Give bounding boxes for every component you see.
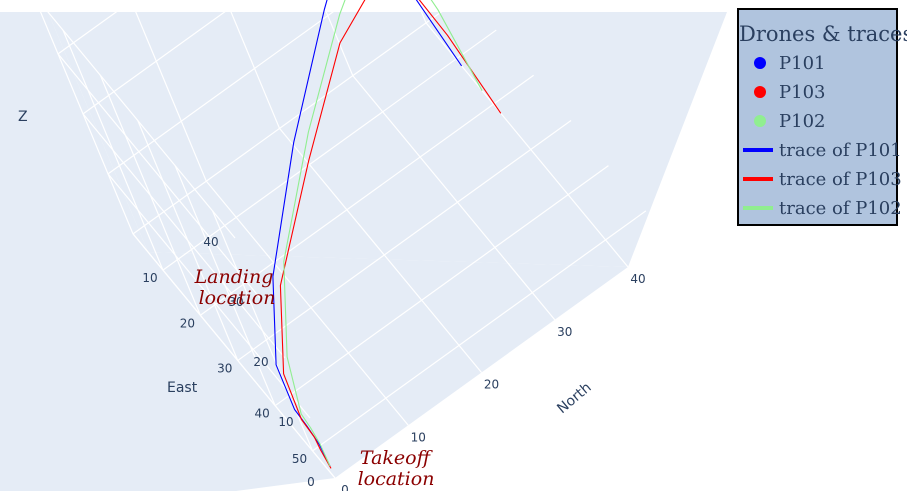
grid-line-z-east-wall — [37, 0, 236, 239]
legend-line-symbol — [739, 165, 779, 194]
grid-line-east-floor — [162, 29, 497, 271]
grid-line-north-floor — [279, 128, 482, 373]
grid-lines — [34, 0, 647, 479]
series-line-trace-of-p101[interactable] — [272, 0, 466, 467]
grid-line-z-north-wall — [132, 0, 459, 235]
series-line-trace-of-p102[interactable] — [283, 0, 483, 467]
grid-line-north-wall — [34, 0, 134, 235]
legend-marker-symbol — [739, 107, 779, 136]
legend-item-p101[interactable]: P101 — [739, 49, 896, 78]
annotation-landing-line2: location — [199, 287, 276, 309]
legend-items: P101 P103 P102 trace of P101 trace of P103 tr… — [739, 49, 902, 223]
annotation-takeoff-line1: Takeoff — [360, 447, 434, 469]
legend-item-label: trace of P103 — [779, 169, 902, 190]
grid-line-east-floor — [237, 119, 572, 361]
legend-item-trace-of-p102[interactable]: trace of P102 — [739, 194, 902, 223]
tick-label-north: 30 — [557, 325, 572, 339]
legend-item-p102[interactable]: P102 — [739, 107, 896, 136]
legend-marker-symbol — [739, 78, 779, 107]
legend-item-trace-of-p101[interactable]: trace of P101 — [739, 136, 902, 165]
legend-item-label: P103 — [779, 82, 826, 103]
trace-lines — [272, 0, 502, 469]
tick-label-z: 0 — [307, 475, 315, 489]
grid-line-east-floor — [200, 74, 534, 316]
plane-east-z — [0, 12, 335, 491]
tick-label-east: 20 — [180, 316, 195, 330]
grid-line-z-east-wall — [82, 113, 286, 359]
grid-line-z-east-wall — [57, 53, 261, 299]
axis-title-north: North — [554, 380, 594, 417]
legend-item-trace-of-p103[interactable]: trace of P103 — [739, 165, 902, 194]
grid-line-north-wall — [320, 0, 354, 76]
legend-item-p103[interactable]: P103 — [739, 78, 896, 107]
grid-line-east-floor — [312, 210, 647, 452]
tick-label-north: 0 — [341, 483, 349, 491]
annotation-takeoff: Takeoff location — [358, 447, 437, 490]
tick-label-east: 40 — [255, 407, 270, 421]
tick-label-z: 10 — [278, 415, 293, 429]
grid-line-east-floor — [274, 165, 609, 407]
grid-line-north-floor — [205, 180, 409, 426]
tick-label-north: 20 — [484, 378, 499, 392]
legend-line-symbol — [739, 194, 779, 223]
grid-line-z-north-wall — [57, 0, 134, 55]
tick-label-north: 10 — [411, 430, 426, 444]
series-line-trace-of-p103[interactable] — [279, 0, 502, 469]
legend-title: Drones & traces — [739, 22, 907, 46]
axis-title-z: Z — [18, 109, 28, 125]
grid-line-z-east-wall — [107, 173, 311, 419]
plane-north-east — [148, 252, 628, 478]
grid-line-z-north-wall — [82, 0, 243, 115]
legend-item-label: P101 — [779, 53, 826, 74]
legend-item-label: trace of P102 — [779, 198, 902, 219]
tick-label-north: 40 — [630, 272, 645, 286]
grid-line-north-floor — [352, 75, 556, 321]
legend: Drones & traces P101 P103 P102 trace of P10… — [737, 8, 907, 226]
axis-title-east: East — [167, 380, 198, 396]
tick-label-z: 30 — [228, 295, 243, 309]
legend-item-label: P102 — [779, 111, 826, 132]
legend-marker-symbol — [739, 49, 779, 78]
tick-label-east: 50 — [292, 452, 307, 466]
grid-line-z-north-wall — [107, 0, 351, 175]
legend-line-symbol — [739, 136, 779, 165]
legend-item-label: trace of P101 — [779, 140, 902, 161]
tick-label-z: 20 — [253, 355, 268, 369]
annotation-takeoff-line2: location — [358, 468, 435, 490]
grid-line-z-east-wall — [132, 233, 336, 479]
tick-label-east: 10 — [142, 271, 157, 285]
tick-label-east: 30 — [217, 361, 232, 375]
annotation-landing-line1: Landing — [194, 266, 274, 288]
annotation-landing: Landing location — [194, 266, 280, 309]
tick-label-z: 40 — [203, 235, 218, 249]
